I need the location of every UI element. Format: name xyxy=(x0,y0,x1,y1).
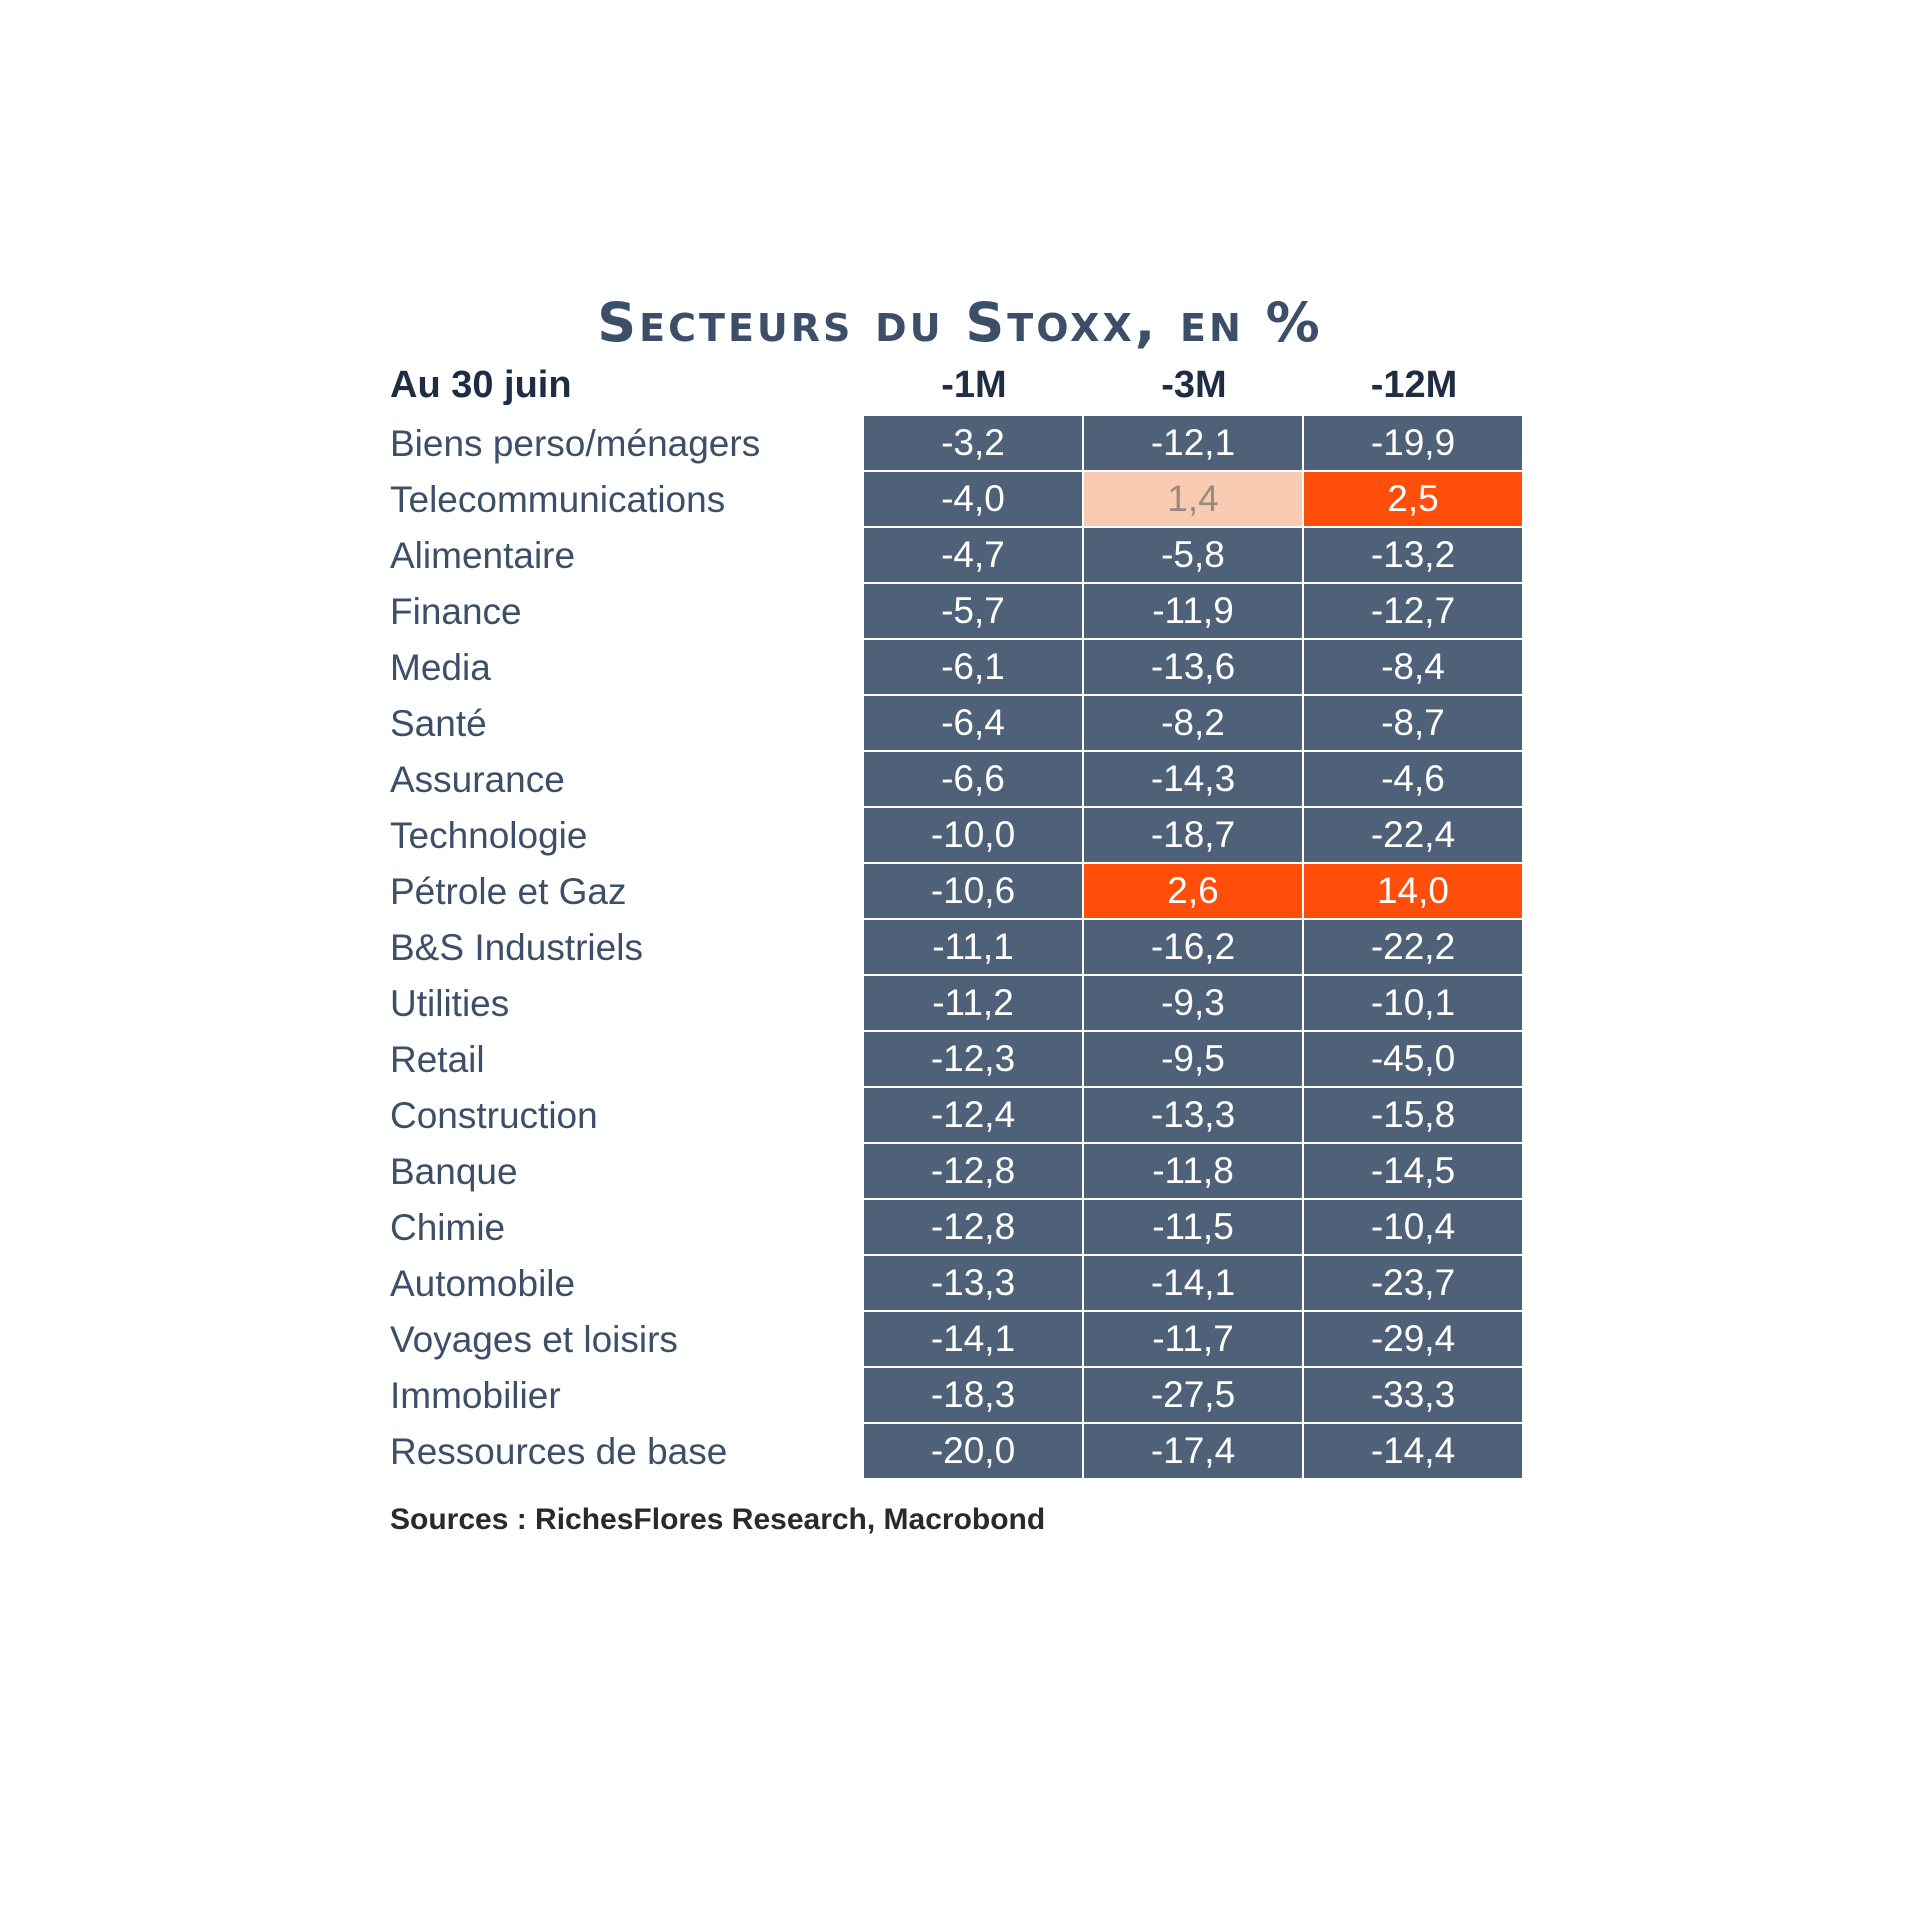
value-cell: -14,4 xyxy=(1304,1424,1522,1478)
value-cell: -16,2 xyxy=(1084,920,1302,974)
value-cell: -13,3 xyxy=(864,1256,1082,1310)
value-cell: -8,4 xyxy=(1304,640,1522,694)
value-cell: -10,0 xyxy=(864,808,1082,862)
value-cell: -14,3 xyxy=(1084,752,1302,806)
value-cell: -5,8 xyxy=(1084,528,1302,582)
value-cell: -11,1 xyxy=(864,920,1082,974)
value-cell: -11,8 xyxy=(1084,1144,1302,1198)
value-cell: -8,7 xyxy=(1304,696,1522,750)
row-label: B&S Industriels xyxy=(390,927,643,968)
row-label: Pétrole et Gaz xyxy=(390,871,627,912)
value-cell: -14,1 xyxy=(864,1312,1082,1366)
value-cell: -22,2 xyxy=(1304,920,1522,974)
value-cell: -3,2 xyxy=(864,416,1082,470)
value-cell: -4,0 xyxy=(864,472,1082,526)
value-cell: -18,7 xyxy=(1084,808,1302,862)
value-cell: -12,7 xyxy=(1304,584,1522,638)
value-cell: 2,6 xyxy=(1084,864,1302,918)
value-cell: -33,3 xyxy=(1304,1368,1522,1422)
source-note: Sources : RichesFlores Research, Macrobo… xyxy=(390,1503,1046,1536)
value-cell: -13,3 xyxy=(1084,1088,1302,1142)
row-label: Banque xyxy=(390,1151,518,1192)
value-cell: -6,1 xyxy=(864,640,1082,694)
value-cell: -6,6 xyxy=(864,752,1082,806)
value-cell: -9,3 xyxy=(1084,976,1302,1030)
column-header-12m: -12M xyxy=(1370,364,1458,406)
value-cell: 1,4 xyxy=(1084,472,1302,526)
row-label: Chimie xyxy=(390,1207,506,1248)
value-cell: -18,3 xyxy=(864,1368,1082,1422)
row-label: Assurance xyxy=(390,759,565,800)
value-cell: -12,8 xyxy=(864,1144,1082,1198)
row-label: Immobilier xyxy=(390,1375,561,1416)
row-label: Finance xyxy=(390,591,522,632)
column-header-1m: -1M xyxy=(941,364,1007,406)
table-title: Secteurs du Stoxx, en % xyxy=(597,291,1323,354)
value-cell: -4,6 xyxy=(1304,752,1522,806)
value-cell: -6,4 xyxy=(864,696,1082,750)
value-cell: 14,0 xyxy=(1304,864,1522,918)
value-cell: -20,0 xyxy=(864,1424,1082,1478)
value-cell: -12,3 xyxy=(864,1032,1082,1086)
value-cell: -45,0 xyxy=(1304,1032,1522,1086)
value-cell: -17,4 xyxy=(1084,1424,1302,1478)
column-header-3m: -3M xyxy=(1161,364,1227,406)
row-label: Automobile xyxy=(390,1263,576,1304)
value-cell: -9,5 xyxy=(1084,1032,1302,1086)
row-label: Alimentaire xyxy=(390,535,576,576)
row-label: Telecommunications xyxy=(390,479,726,520)
value-cell: -10,1 xyxy=(1304,976,1522,1030)
value-cell: -13,2 xyxy=(1304,528,1522,582)
value-cell: -27,5 xyxy=(1084,1368,1302,1422)
value-cell: -14,1 xyxy=(1084,1256,1302,1310)
row-label: Retail xyxy=(390,1039,485,1080)
value-cell: -11,7 xyxy=(1084,1312,1302,1366)
row-label: Santé xyxy=(390,703,487,744)
value-cell: -14,5 xyxy=(1304,1144,1522,1198)
value-cell: -12,8 xyxy=(864,1200,1082,1254)
value-cell: -11,2 xyxy=(864,976,1082,1030)
value-cell: -5,7 xyxy=(864,584,1082,638)
value-cell: -13,6 xyxy=(1084,640,1302,694)
value-cell: -11,5 xyxy=(1084,1200,1302,1254)
value-cell: -23,7 xyxy=(1304,1256,1522,1310)
value-cell: -10,6 xyxy=(864,864,1082,918)
row-label: Voyages et loisirs xyxy=(390,1319,678,1360)
value-cell: -15,8 xyxy=(1304,1088,1522,1142)
value-cell: -8,2 xyxy=(1084,696,1302,750)
row-label: Technologie xyxy=(390,815,588,856)
value-cell: -12,1 xyxy=(1084,416,1302,470)
value-cell: -4,7 xyxy=(864,528,1082,582)
row-label: Construction xyxy=(390,1095,598,1136)
value-cell: -12,4 xyxy=(864,1088,1082,1142)
row-label: Media xyxy=(390,647,491,688)
row-label: Ressources de base xyxy=(390,1431,728,1472)
value-cell: -10,4 xyxy=(1304,1200,1522,1254)
value-cell: -19,9 xyxy=(1304,416,1522,470)
value-cell: 2,5 xyxy=(1304,472,1522,526)
row-label: Utilities xyxy=(390,983,510,1024)
date-header-label: Au 30 juin xyxy=(390,364,572,406)
row-label: Biens perso/ménagers xyxy=(390,423,761,464)
value-cell: -11,9 xyxy=(1084,584,1302,638)
value-cell: -29,4 xyxy=(1304,1312,1522,1366)
value-cell: -22,4 xyxy=(1304,808,1522,862)
